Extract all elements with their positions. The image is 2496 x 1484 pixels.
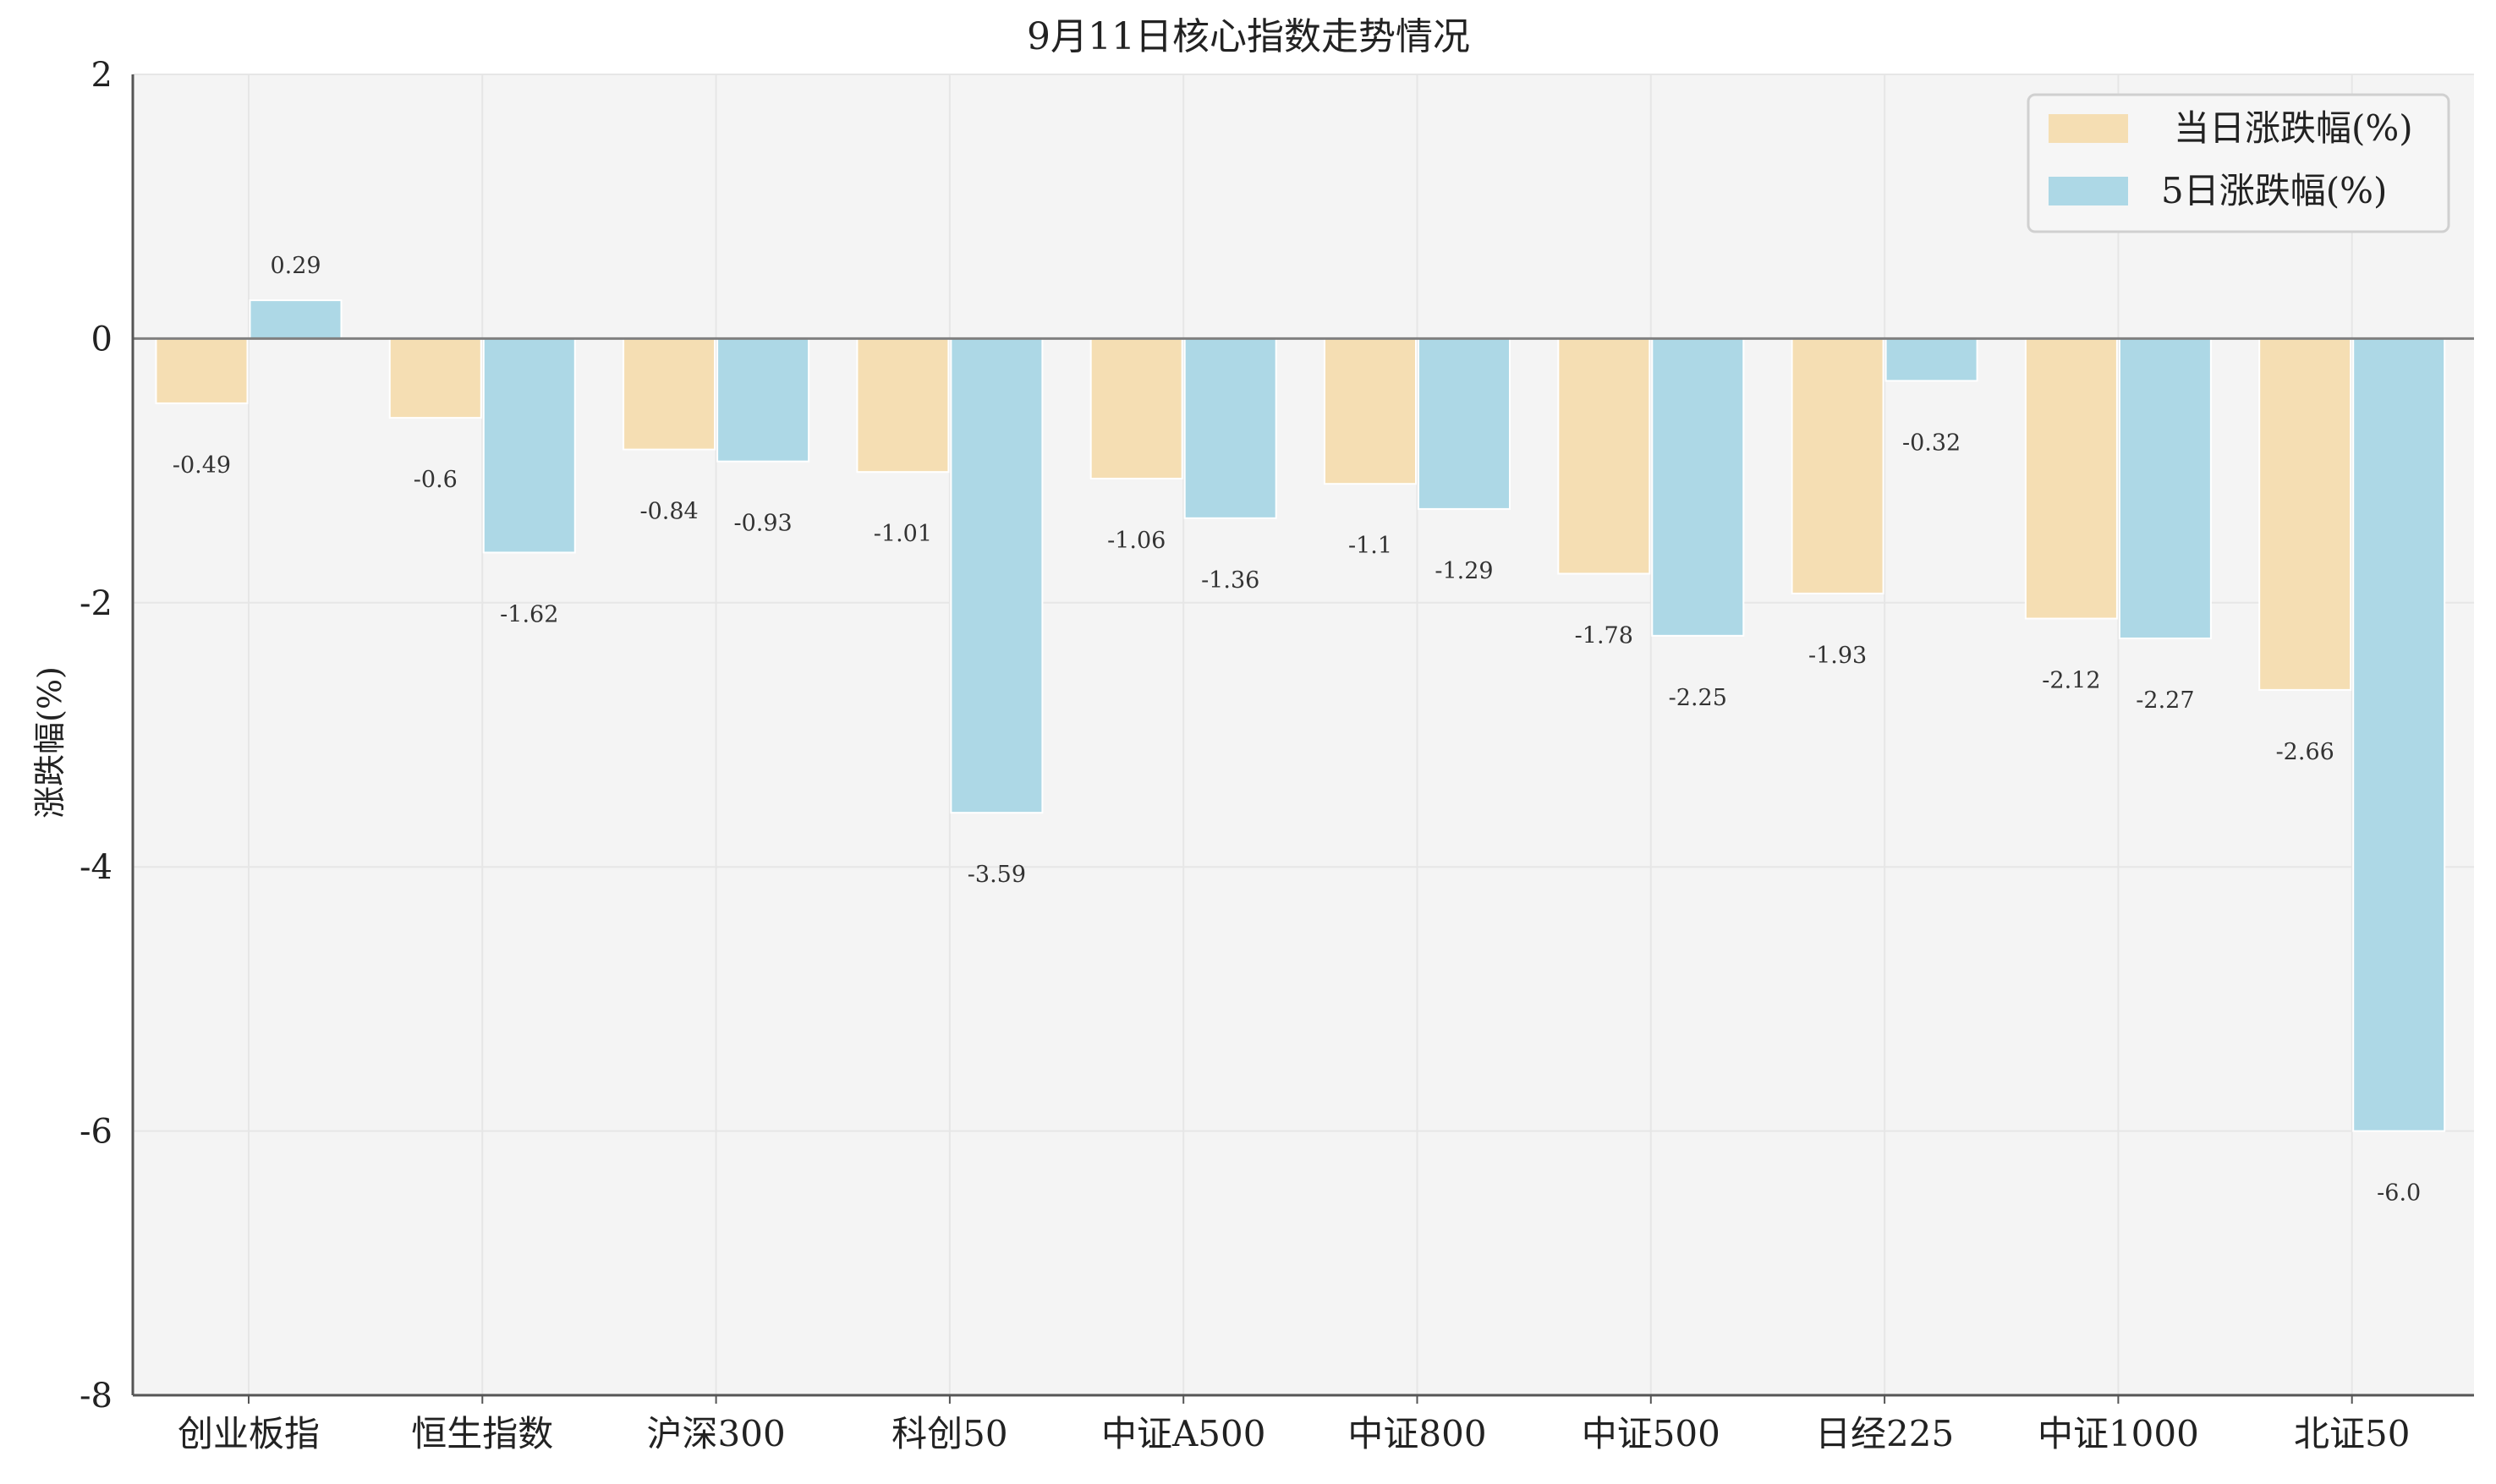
- bar: [2024, 337, 2118, 620]
- x-tick-label: 沪深300: [647, 1413, 786, 1454]
- bar: [856, 337, 950, 474]
- chart-title: 9月11日核心指数走势情况: [1027, 15, 1470, 58]
- data-label: -2.27: [2136, 687, 2194, 714]
- x-tick-label: 创业板指: [178, 1413, 320, 1454]
- legend-swatch: [2049, 114, 2128, 143]
- x-tick-label: 北证50: [2294, 1413, 2410, 1454]
- data-label: -2.12: [2042, 668, 2100, 694]
- x-tick-label: 恒生指数: [411, 1413, 553, 1454]
- legend-swatch: [2049, 177, 2128, 205]
- data-label: 0.29: [270, 253, 321, 279]
- bar: [1089, 337, 1183, 479]
- bar: [1183, 337, 1277, 519]
- bar: [1557, 337, 1651, 575]
- data-label: -1.78: [1575, 622, 1633, 649]
- bar: [1324, 337, 1417, 485]
- legend: 当日涨跌幅(%) 5日涨跌幅(%): [2027, 93, 2450, 233]
- y-tick-label: -8: [80, 1377, 112, 1416]
- legend-label: 当日涨跌幅(%): [2174, 107, 2413, 149]
- x-tick-label: 科创50: [891, 1413, 1007, 1454]
- x-tick-label: 中证A500: [1101, 1413, 1266, 1454]
- bar: [482, 337, 576, 554]
- y-tick-label: -4: [80, 848, 112, 887]
- legend-box: [2027, 93, 2450, 233]
- y-tick-label: 2: [91, 56, 112, 95]
- bar: [950, 337, 1044, 814]
- bar: [2352, 337, 2446, 1132]
- data-label: -1.36: [1201, 567, 1259, 594]
- data-label: -0.84: [639, 499, 698, 525]
- legend-label: 5日涨跌幅(%): [2161, 170, 2387, 211]
- data-label: -0.49: [173, 452, 231, 479]
- bar: [2258, 337, 2352, 691]
- bar: [623, 337, 716, 451]
- data-label: -1.29: [1435, 558, 1493, 584]
- y-tick-label: 0: [91, 320, 112, 359]
- data-label: -0.93: [733, 511, 792, 537]
- plot-area: [133, 74, 2474, 1395]
- bars: [155, 299, 2446, 1132]
- bar: [1651, 337, 1745, 637]
- data-label: -3.59: [968, 862, 1026, 888]
- bar: [249, 299, 343, 340]
- x-tick-label: 中证1000: [2038, 1413, 2199, 1454]
- data-label: -6.0: [2377, 1180, 2421, 1207]
- bar: [155, 337, 249, 404]
- bar: [1418, 337, 1511, 510]
- data-label: -1.62: [500, 601, 558, 627]
- data-label: -1.93: [1808, 643, 1867, 669]
- data-label: -0.6: [414, 467, 458, 493]
- y-tick-label: -6: [80, 1113, 112, 1152]
- data-label: -1.01: [874, 521, 932, 547]
- bar: [1791, 337, 1884, 594]
- bar: [2118, 337, 2212, 639]
- data-label: -2.66: [2276, 739, 2334, 765]
- x-tick-label: 中证800: [1347, 1413, 1486, 1454]
- data-labels: -0.49 -0.6 -0.84 -1.01 -1.06 -1.1 -1.78 -1.93 -2…: [173, 253, 2421, 1206]
- data-label: -2.25: [1669, 685, 1727, 711]
- bar: [716, 337, 810, 463]
- bar: [1884, 337, 1978, 382]
- data-label: -1.1: [1348, 533, 1392, 559]
- bar: [388, 337, 482, 419]
- y-axis-label: 涨跌幅(%): [31, 666, 69, 819]
- data-label: -0.32: [1902, 430, 1961, 456]
- x-tick-label: 中证500: [1582, 1413, 1720, 1454]
- data-label: -1.06: [1107, 528, 1166, 554]
- y-tick-label: -2: [80, 584, 112, 623]
- x-tick-label: 日经225: [1815, 1413, 1954, 1454]
- axes: 2 0 -2 -4 -6 -8 创业板指 恒生指数 沪深300 科创50 中证A500 中证800 中证…: [80, 56, 2474, 1454]
